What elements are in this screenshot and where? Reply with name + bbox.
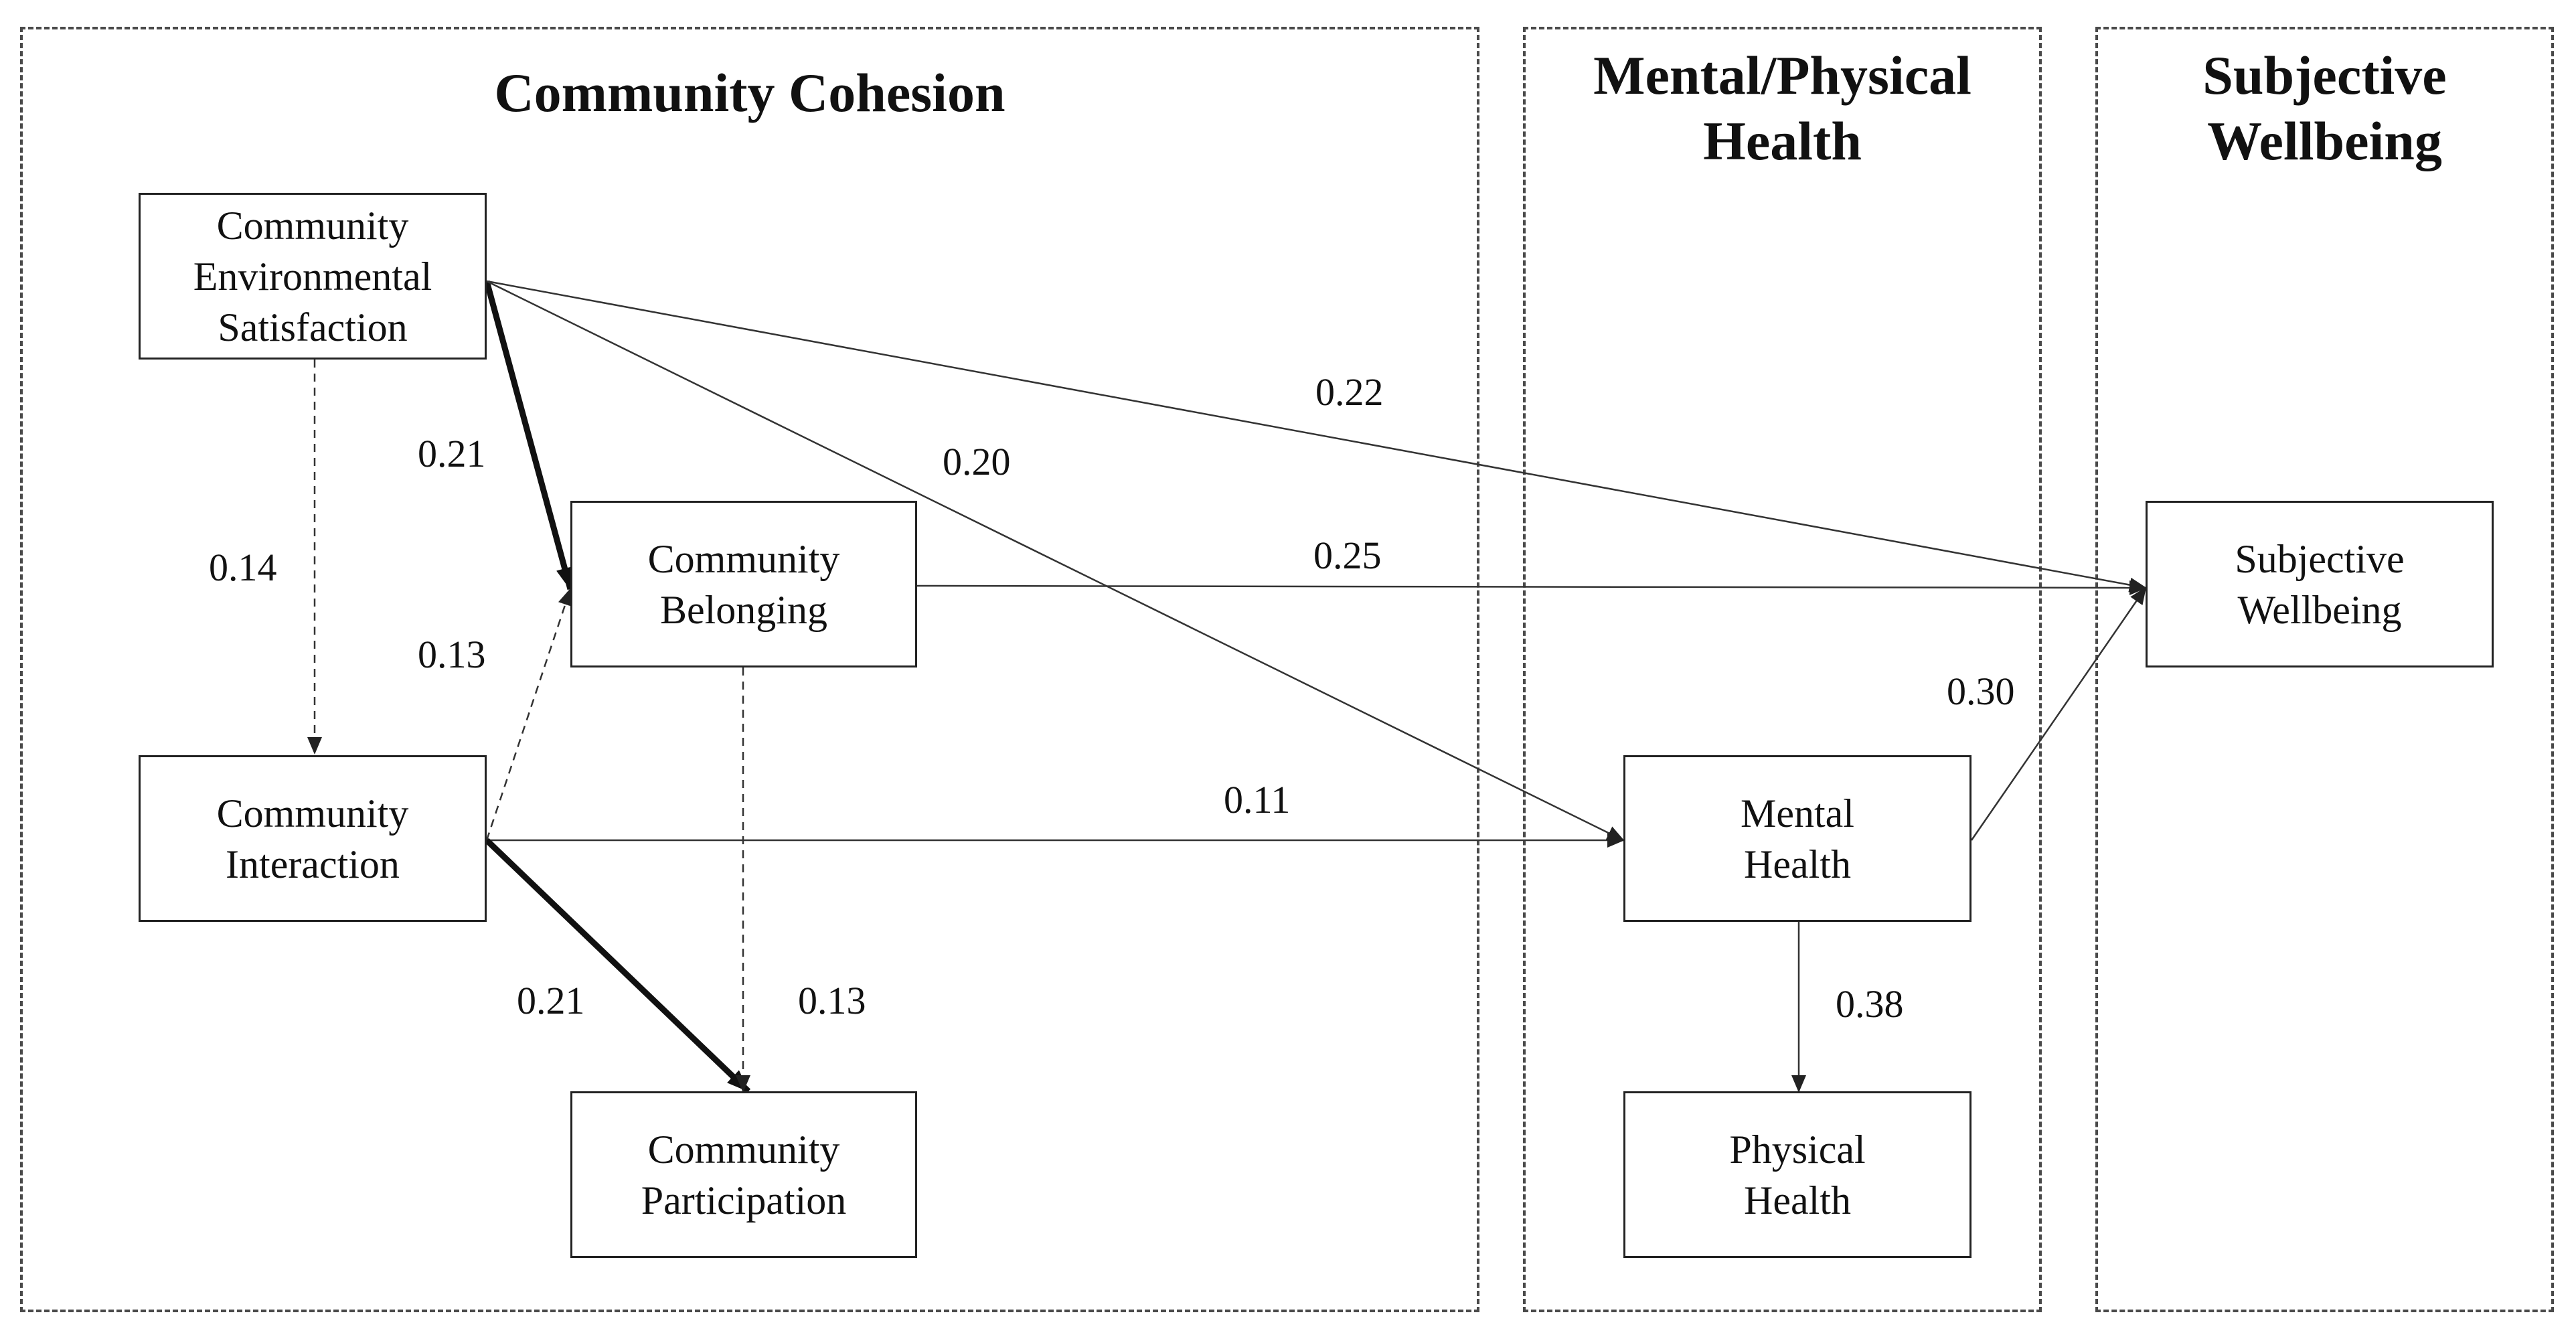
node-label-participation: Community Participation [641, 1127, 847, 1223]
node-mental-health: Mental Health [1623, 755, 1971, 922]
group-mental-physical-health: Mental/Physical Health [1523, 27, 2042, 1312]
coef-env-to-belonging: 0.21 [418, 432, 486, 475]
node-physical-health: Physical Health [1623, 1091, 1971, 1258]
coef-belonging-to-wellbeing: 0.25 [1313, 534, 1382, 577]
coef-interaction-to-mental: 0.11 [1224, 778, 1291, 821]
node-label-interaction: Community Interaction [216, 791, 409, 886]
node-community-belonging: Community Belonging [570, 501, 917, 667]
coef-env-to-wellbeing: 0.22 [1315, 370, 1384, 414]
group-subjective-wellbeing: Subjective Wellbeing [2095, 27, 2554, 1312]
arrow-interaction-to-participation [484, 838, 751, 1094]
node-community-environmental-satisfaction: Community Environmental Satisfaction [139, 193, 487, 360]
coef-mental-to-wellbeing: 0.30 [1947, 670, 2015, 713]
node-label-physical-health: Physical Health [1729, 1127, 1866, 1223]
group-community-cohesion: Community Cohesion [20, 27, 1479, 1312]
arrow-mental-to-wellbeing [1970, 586, 2147, 841]
coef-belonging-to-participation: 0.13 [798, 979, 866, 1022]
node-label-subjective-wellbeing: Subjective Wellbeing [2235, 536, 2405, 632]
coef-interaction-to-belonging: 0.13 [418, 633, 486, 676]
node-community-interaction: Community Interaction [139, 755, 487, 922]
coef-env-to-interaction: 0.14 [209, 546, 277, 589]
arrow-env-to-belonging [483, 280, 574, 590]
node-label-mental-health: Mental Health [1741, 791, 1854, 886]
coef-mental-to-physical: 0.38 [1836, 982, 1904, 1026]
group-title-subjective-wellbeing: Subjective Wellbeing [2202, 45, 2447, 171]
group-title-mental-physical-health: Mental/Physical Health [1593, 45, 1971, 171]
coef-interaction-to-participation: 0.21 [517, 979, 585, 1022]
node-subjective-wellbeing: Subjective Wellbeing [2146, 501, 2494, 667]
node-label-environmental-satisfaction: Community Environmental Satisfaction [193, 203, 432, 349]
group-title-community-cohesion: Community Cohesion [494, 62, 1005, 123]
arrow-env-to-wellbeing [486, 280, 2147, 593]
arrow-env-to-mental [486, 280, 1625, 842]
arrow-belonging-to-wellbeing [915, 580, 2147, 595]
node-community-participation: Community Participation [570, 1091, 917, 1258]
arrow-interaction-to-belonging [485, 588, 572, 841]
node-label-belonging: Community Belonging [647, 536, 840, 632]
coef-env-to-mental: 0.20 [943, 440, 1011, 483]
